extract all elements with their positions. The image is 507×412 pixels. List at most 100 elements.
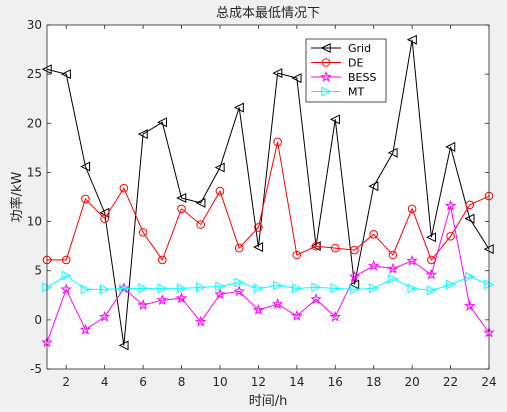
data-point-bess — [98, 310, 111, 322]
x-tick-label: 6 — [139, 375, 147, 389]
data-point-mt — [465, 271, 476, 282]
legend-label-grid: Grid — [348, 42, 371, 55]
data-point-grid — [387, 147, 398, 158]
data-point-grid — [156, 117, 168, 128]
series-line-de — [47, 141, 490, 261]
data-point-de — [350, 245, 359, 255]
data-point-grid — [272, 68, 283, 79]
data-point-de — [330, 243, 340, 253]
data-point-grid — [233, 102, 244, 113]
y-tick-label: -5 — [30, 362, 42, 376]
data-point-mt — [80, 284, 91, 295]
y-axis-label: 功率/kW — [9, 171, 25, 222]
data-point-grid — [195, 197, 206, 208]
data-point-bess — [425, 268, 438, 280]
data-point-mt — [292, 283, 303, 294]
data-point-grid — [60, 69, 71, 80]
legend-marker-grid — [320, 42, 331, 54]
data-point-de — [196, 220, 206, 229]
data-point-de — [100, 214, 109, 223]
data-point-de — [407, 204, 417, 214]
x-axis-label: 时间/h — [249, 394, 288, 409]
x-tick-label: 24 — [481, 375, 496, 389]
data-point-mt — [234, 277, 245, 288]
data-point-de — [61, 255, 71, 265]
data-point-mt — [157, 283, 168, 294]
x-tick-label: 2 — [62, 375, 70, 389]
x-tick-label: 14 — [289, 375, 304, 389]
data-point-bess — [291, 309, 303, 321]
axes-box — [46, 24, 490, 370]
y-tick-label: 20 — [27, 116, 42, 130]
data-point-bess — [233, 285, 245, 297]
data-point-mt — [196, 282, 207, 293]
data-point-de — [369, 230, 378, 239]
data-point-bess — [79, 323, 92, 335]
data-point-mt — [272, 280, 283, 291]
data-point-grid — [464, 213, 475, 224]
data-point-grid — [80, 161, 91, 172]
y-tick-label: 10 — [27, 215, 42, 229]
data-point-de — [138, 228, 148, 237]
plot-area — [41, 34, 495, 351]
data-point-de — [465, 200, 475, 210]
data-point-bess — [271, 298, 284, 310]
series-bess — [41, 199, 495, 348]
legend-item-grid: Grid — [311, 42, 371, 55]
data-point-mt — [426, 285, 437, 296]
legend-item-de: DE — [311, 57, 363, 70]
data-point-bess — [252, 303, 265, 315]
data-point-mt — [311, 282, 322, 293]
data-point-de — [254, 223, 263, 232]
x-tick-label: 22 — [443, 375, 458, 389]
data-point-de — [292, 250, 302, 260]
data-point-bess — [137, 299, 149, 311]
y-tick-label: 15 — [27, 165, 42, 179]
data-point-bess — [156, 294, 169, 306]
data-point-mt — [349, 284, 360, 295]
y-tick-label: 30 — [27, 18, 42, 32]
data-point-de — [158, 255, 167, 265]
legend-marker-de — [321, 58, 331, 67]
data-point-grid — [349, 279, 360, 290]
data-point-mt — [407, 283, 418, 294]
data-point-de — [119, 183, 129, 193]
data-point-grid — [406, 34, 417, 45]
data-point-bess — [194, 315, 207, 327]
data-point-grid — [214, 162, 225, 173]
data-point-mt — [445, 279, 456, 290]
x-tick-label: 8 — [178, 375, 186, 389]
x-tick-label: 16 — [328, 375, 343, 389]
data-point-mt — [61, 270, 72, 281]
data-point-bess — [464, 300, 476, 312]
data-point-bess — [60, 283, 72, 295]
legend-label-mt: MT — [348, 86, 364, 99]
data-point-mt — [388, 273, 399, 284]
series-grid — [41, 34, 494, 351]
data-point-mt — [99, 284, 110, 295]
plot-background — [47, 25, 489, 369]
data-point-bess — [367, 259, 380, 271]
data-point-de — [81, 194, 90, 204]
data-point-mt — [215, 281, 226, 292]
data-point-mt — [330, 283, 341, 294]
data-point-bess — [214, 288, 226, 300]
chart-title: 总成本最低情况下 — [216, 6, 320, 21]
data-point-grid — [329, 114, 340, 125]
data-point-grid — [445, 141, 456, 152]
data-point-de — [446, 232, 455, 241]
data-point-bess — [406, 254, 418, 266]
legend-item-mt: MT — [311, 86, 364, 99]
legend-marker-mt — [321, 86, 332, 97]
data-point-grid — [426, 232, 437, 243]
x-tick-label: 20 — [404, 375, 419, 389]
x-tick-label: 18 — [366, 375, 381, 389]
data-point-de — [177, 204, 186, 214]
legend-marker-bess — [320, 70, 332, 82]
data-point-de — [388, 250, 398, 260]
data-point-mt — [119, 283, 130, 294]
legend-label-de: DE — [348, 57, 363, 70]
x-tick-label: 12 — [251, 375, 266, 389]
